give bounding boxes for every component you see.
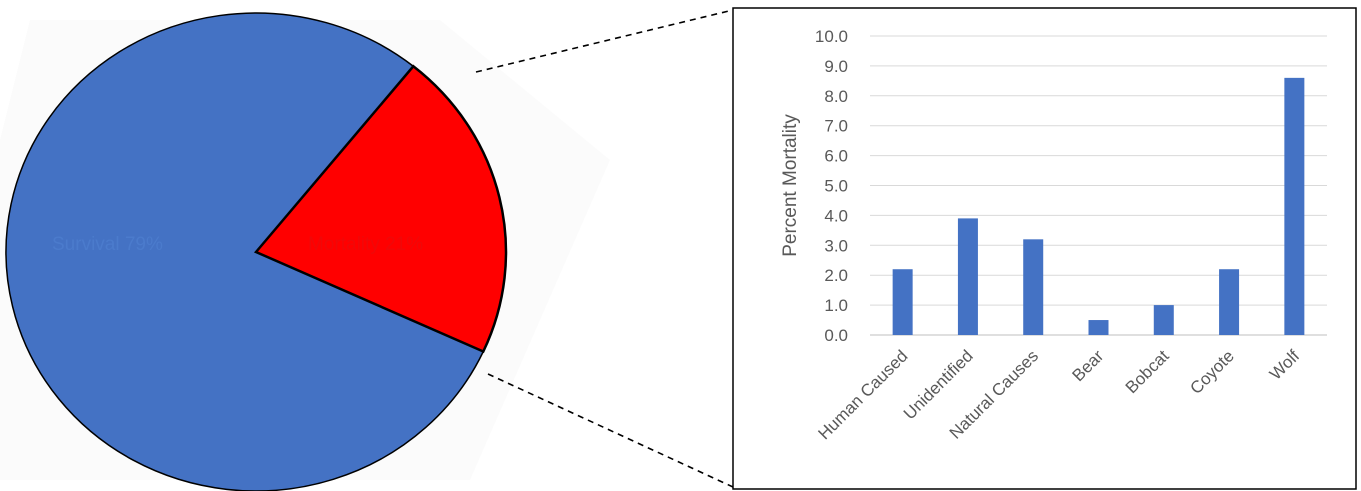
bar-bear	[1088, 320, 1109, 335]
y-tick-label: 8.0	[824, 87, 848, 106]
connector-line-bottom	[487, 373, 734, 488]
y-tick-label: 0.0	[824, 326, 848, 345]
bar-chart-frame	[732, 7, 1357, 490]
y-tick-label: 3.0	[824, 236, 848, 255]
y-tick-label: 1.0	[824, 296, 848, 315]
bar-human-caused	[892, 269, 913, 335]
y-tick-label: 5.0	[824, 177, 848, 196]
y-tick-label: 4.0	[824, 206, 848, 225]
bar-coyote	[1219, 269, 1240, 335]
pie-slice-mortality	[253, 64, 508, 354]
y-tick-label: 7.0	[824, 117, 848, 136]
pie-chart: Survival 79% Mortality 21%	[5, 12, 508, 491]
y-tick-label: 6.0	[824, 147, 848, 166]
bar-bobcat	[1153, 305, 1174, 335]
y-tick-label: 10.0	[815, 27, 848, 46]
pie-label-survival: Survival 79%	[52, 234, 163, 255]
bar-unidentified	[957, 218, 978, 335]
y-tick-label: 9.0	[824, 57, 848, 76]
y-tick-label: 2.0	[824, 266, 848, 285]
connector-line-top	[475, 9, 734, 73]
y-axis-title: Percent Mortality	[780, 114, 801, 257]
bar-natural-causes	[1023, 239, 1044, 335]
pie-slice-survival	[5, 12, 485, 491]
pie-label-mortality: Mortality 21%	[308, 234, 423, 255]
bar-wolf	[1284, 77, 1305, 336]
